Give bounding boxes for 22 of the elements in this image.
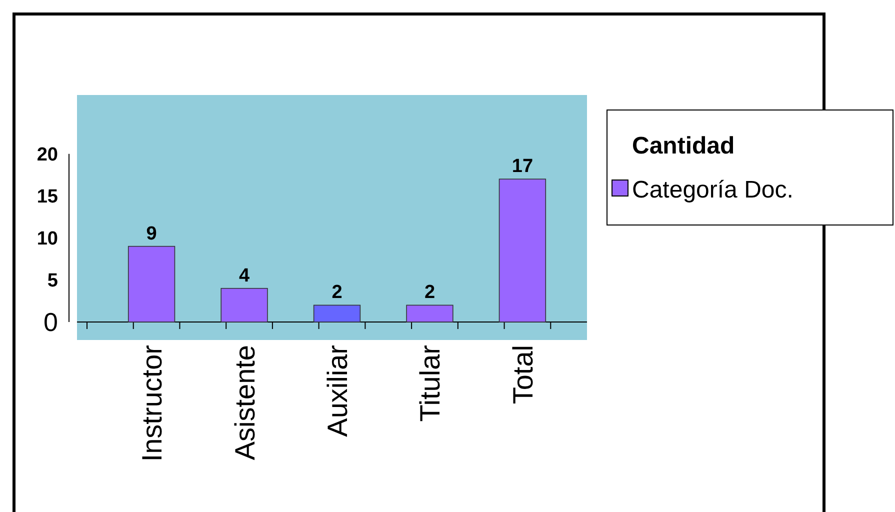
data-label: 9 xyxy=(146,223,157,244)
y-tick-label: 0 xyxy=(44,307,58,338)
x-tick-label: Auxiliar xyxy=(322,345,353,437)
y-tick-label: 10 xyxy=(36,228,58,250)
legend-label: Categoría Doc. xyxy=(632,176,794,204)
bar xyxy=(313,304,361,322)
bar xyxy=(406,304,454,322)
bar xyxy=(498,178,546,322)
x-tick-label: Total xyxy=(507,345,538,404)
y-tick-label: 20 xyxy=(36,144,58,166)
x-tick-label: Asistente xyxy=(229,345,260,460)
x-tick-label: Instructor xyxy=(136,345,168,462)
data-label: 2 xyxy=(424,282,436,304)
data-label: 4 xyxy=(238,265,250,286)
y-tick-label: 15 xyxy=(36,186,58,208)
legend-title: Cantidad xyxy=(632,132,735,160)
x-tick-label: Titular xyxy=(414,345,446,422)
bar xyxy=(128,246,176,322)
data-label: 17 xyxy=(512,156,534,178)
bar xyxy=(220,288,268,322)
y-tick-label: 5 xyxy=(47,270,58,292)
data-label: 2 xyxy=(332,282,342,304)
